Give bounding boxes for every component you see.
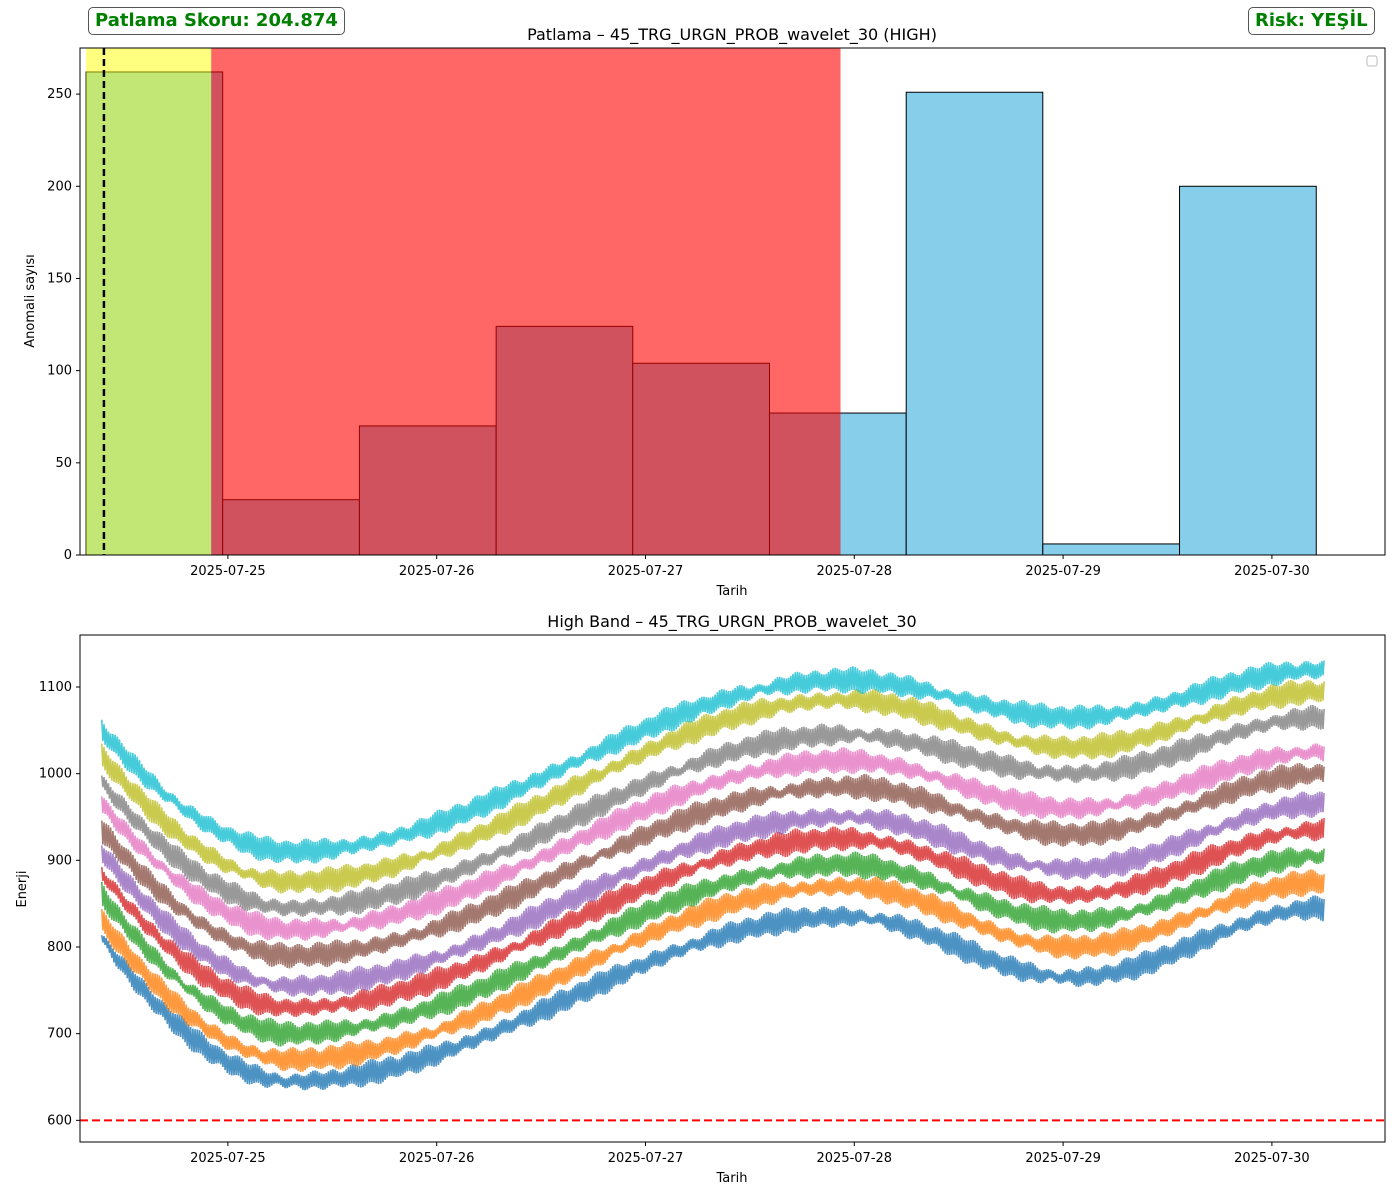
top-chart-title: Patlama – 45_TRG_URGN_PROB_wavelet_30 (H… (527, 25, 937, 45)
top-y-label: Anomali sayısı (23, 254, 38, 348)
energy-band-chart: 600 700 800 900 1000 1100 2025-07-25 2025-07-2… (15, 612, 1386, 1186)
bottom-y-label: Enerji (15, 870, 30, 907)
top-plot-frame (79, 47, 1386, 556)
x-tick-label: 2025-07-28 (817, 1151, 893, 1166)
highlight-span-1 (86, 48, 212, 555)
bottom-plot-frame (79, 634, 1386, 1143)
x-tick-label: 2025-07-26 (399, 564, 475, 579)
y-tick-label: 900 (47, 853, 72, 868)
y-tick-label: 600 (47, 1113, 72, 1128)
y-tick-label: 50 (55, 456, 72, 471)
x-tick-label: 2025-07-30 (1234, 1151, 1310, 1166)
histogram-bar-8 (1042, 543, 1181, 556)
y-tick-label: 1000 (39, 767, 72, 782)
energy-series-band-7 (101, 743, 1325, 941)
highlight-span-2 (211, 48, 841, 555)
energy-series-band-2 (101, 869, 1325, 1073)
energy-series-band-10 (101, 660, 1325, 864)
y-tick-label: 250 (47, 87, 72, 102)
energy-series-band-8 (101, 704, 1325, 917)
y-tick-label: 100 (47, 364, 72, 379)
y-tick-label: 200 (47, 179, 72, 194)
x-tick-label: 2025-07-29 (1025, 1151, 1101, 1166)
bottom-chart-title: High Band – 45_TRG_URGN_PROB_wavelet_30 (547, 612, 916, 632)
x-tick-label: 2025-07-25 (190, 1151, 266, 1166)
y-tick-label: 800 (47, 940, 72, 955)
legend-box (1366, 55, 1378, 67)
histogram-bar-9 (1179, 185, 1317, 556)
x-tick-label: 2025-07-27 (608, 1151, 684, 1166)
energy-series-band-4 (101, 818, 1325, 1018)
energy-series-band-5 (101, 791, 1325, 997)
y-tick-label: 1100 (39, 680, 72, 695)
y-tick-label: 150 (47, 271, 72, 286)
x-tick-label: 2025-07-29 (1025, 564, 1101, 579)
x-tick-label: 2025-07-27 (608, 564, 684, 579)
x-tick-label: 2025-07-26 (399, 1151, 475, 1166)
y-tick-label: 700 (47, 1027, 72, 1042)
risk-badge: Risk: YEŞİL (1248, 7, 1375, 35)
energy-series-band-9 (101, 679, 1325, 894)
score-badge: Patlama Skoru: 204.874 (88, 7, 345, 35)
x-tick-label: 2025-07-25 (190, 564, 266, 579)
energy-series-band-1 (101, 895, 1325, 1091)
x-tick-label: 2025-07-28 (817, 564, 893, 579)
x-tick-label: 2025-07-30 (1234, 564, 1310, 579)
bottom-x-label: Tarih (716, 1171, 748, 1186)
energy-series-band-3 (101, 847, 1325, 1047)
anomaly-histogram-chart: 0 50 100 150 200 250 2025-07-25 2025-07-26 2025… (23, 25, 1386, 599)
histogram-bar-7 (905, 91, 1044, 556)
top-x-label: Tarih (716, 584, 748, 599)
energy-series-band-6 (101, 763, 1325, 969)
y-tick-label: 0 (64, 548, 72, 563)
